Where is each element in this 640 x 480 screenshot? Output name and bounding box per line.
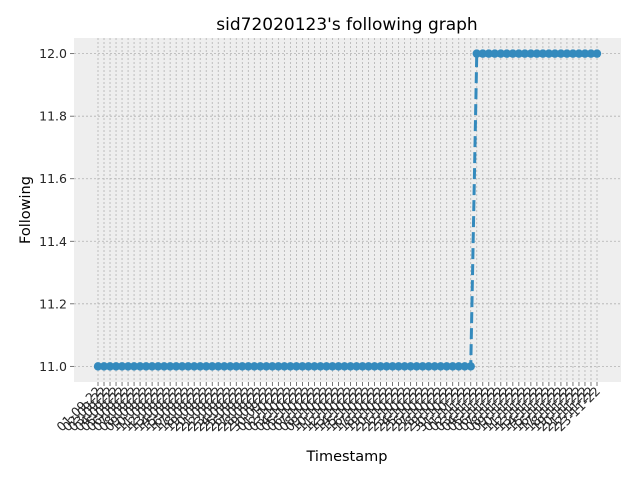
data-point [316,362,325,371]
y-axis-label: Following [18,176,34,244]
data-point [304,362,313,371]
data-point [538,49,548,58]
data-point [376,362,385,371]
data-point [310,362,319,371]
data-point [382,362,391,371]
data-point [388,362,397,371]
data-point [129,362,139,371]
data-point [298,362,307,371]
y-tick-label: 11.4 [39,234,67,249]
data-point [346,362,355,371]
data-point [268,362,277,371]
data-point [244,362,253,371]
data-point [472,49,481,58]
data-point [556,49,566,58]
data-point [454,362,463,371]
data-point [232,362,241,371]
data-point [340,362,349,371]
data-point [171,362,181,371]
data-point [352,362,361,371]
data-point [490,49,499,58]
data-point [364,362,373,371]
data-point [496,49,506,58]
data-point [478,49,487,58]
data-point [165,362,175,371]
data-point [568,49,578,58]
data-point [189,362,199,371]
data-point [111,362,121,371]
grid [74,38,621,382]
x-axis-label: Timestamp [306,449,388,465]
data-point [424,362,433,371]
y-axis-ticks: 11.0 11.2 11.4 11.6 11.8 12.0 [39,46,74,374]
y-tick-label: 11.2 [39,296,67,311]
data-point [562,49,572,58]
data-point [208,362,217,371]
plot-background [74,38,621,382]
data-point [159,362,169,371]
chart-title: sid72020123's following graph [216,15,477,35]
data-point [99,362,109,371]
data-point [436,362,445,371]
data-point [135,362,145,371]
y-tick-label: 11.0 [39,359,67,374]
data-point [412,362,421,371]
data-point [592,49,602,58]
data-point [147,362,157,371]
data-point [448,362,457,371]
data-point [460,362,469,371]
data-point [322,362,331,371]
data-point [153,362,163,371]
data-point [580,49,590,58]
data-point [123,362,133,371]
y-tick-label: 11.6 [39,171,67,186]
data-point [328,362,337,371]
x-axis-ticks: 01-09-2202-09-2203-09-2204-09-2205-09-22… [53,382,603,434]
data-point [532,49,542,58]
data-point [262,362,271,371]
data-point [526,49,536,58]
data-point [274,362,283,371]
data-point [544,49,554,58]
data-point [105,362,115,371]
data-point [508,49,518,58]
data-point [394,362,403,371]
data-point [418,362,427,371]
data-point [220,362,229,371]
data-point [574,49,584,58]
data-point [430,362,439,371]
data-point [286,362,295,371]
data-point [550,49,560,58]
data-point [256,362,265,371]
data-point [183,362,193,371]
y-tick-label: 11.8 [39,109,67,124]
data-point [484,49,493,58]
data-point [400,362,409,371]
data-point [238,362,247,371]
series-markers [93,49,602,371]
data-point [214,362,223,371]
data-point [93,362,103,371]
data-point [196,362,205,371]
data-point [117,362,127,371]
data-point [334,362,343,371]
data-point [226,362,235,371]
data-point [177,362,187,371]
y-tick-label: 12.0 [39,46,67,61]
data-point [370,362,379,371]
data-point [466,362,475,371]
data-point [514,49,524,58]
data-point [141,362,151,371]
data-point [292,362,301,371]
data-point [406,362,415,371]
data-point [586,49,596,58]
data-point [502,49,512,58]
data-point [280,362,289,371]
data-point [250,362,259,371]
data-point [358,362,367,371]
data-point [442,362,451,371]
data-point [520,49,530,58]
data-point [202,362,211,371]
